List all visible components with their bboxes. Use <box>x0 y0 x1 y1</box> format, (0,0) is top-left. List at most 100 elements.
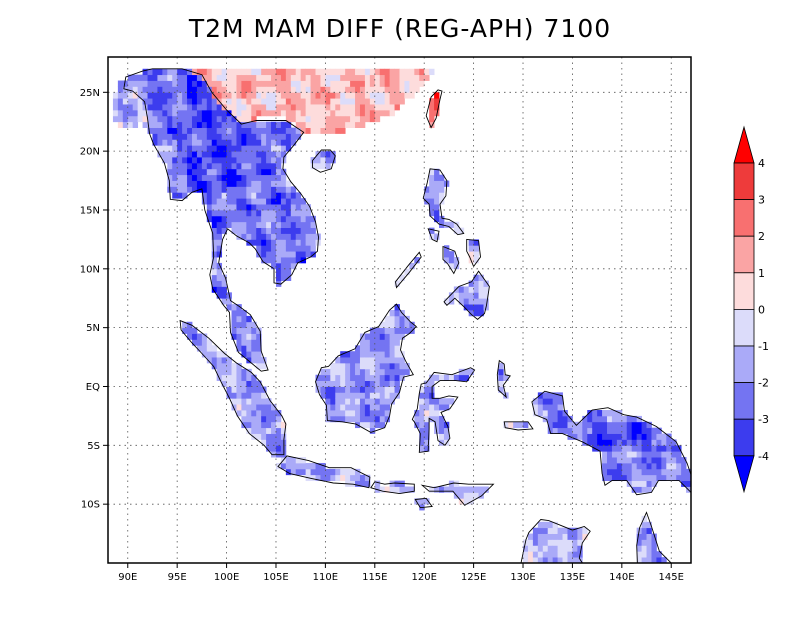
field-cell <box>340 410 346 417</box>
field-cell <box>394 304 400 311</box>
field-cell <box>305 115 311 123</box>
coastline-taiwan <box>425 89 443 129</box>
field-cell <box>345 374 351 381</box>
field-cell <box>256 86 262 93</box>
field-cell <box>325 104 331 111</box>
field-cell <box>172 92 178 99</box>
field-cell <box>315 109 321 117</box>
field-cell <box>616 457 623 464</box>
field-cell <box>355 410 361 417</box>
field-cell <box>602 457 608 464</box>
field-cell <box>206 115 213 123</box>
colorbar-label: 2 <box>758 230 765 243</box>
coastline-visayas-panay <box>442 245 460 275</box>
field-cell <box>320 68 326 76</box>
field-cell <box>616 421 623 429</box>
field-cell <box>246 127 252 134</box>
field-cell <box>216 227 223 234</box>
field-cell <box>498 380 504 387</box>
field-cell <box>280 86 287 93</box>
field-cell <box>275 74 282 81</box>
colorbar-label: -2 <box>758 377 769 390</box>
field-cell <box>211 115 218 123</box>
field-cell <box>266 186 272 193</box>
field-cell <box>572 533 578 540</box>
field-cell <box>236 92 242 99</box>
field-cell <box>384 404 391 411</box>
coastline-myanmar-indochina <box>123 68 319 372</box>
field-cell <box>132 109 139 117</box>
field-cell <box>330 74 336 81</box>
field-cell <box>256 215 262 223</box>
field-cell <box>162 127 168 134</box>
field-cell <box>187 333 193 340</box>
field-cell <box>182 80 188 87</box>
field-cell <box>335 415 341 423</box>
field-cell <box>226 127 232 134</box>
field-cell <box>271 121 277 128</box>
field-cell <box>275 227 282 234</box>
field-cell <box>602 439 608 446</box>
field-cell <box>340 392 346 399</box>
field-cell <box>429 192 435 199</box>
field-cell <box>340 374 346 381</box>
field-cell <box>567 545 573 552</box>
field-cell <box>236 74 242 81</box>
field-cell <box>468 486 475 493</box>
field-cell <box>626 451 633 458</box>
field-cell <box>280 104 287 111</box>
field-cell <box>429 233 435 240</box>
field-cell <box>231 227 237 234</box>
field-cell <box>389 398 395 405</box>
field-cell <box>547 545 554 552</box>
field-cell <box>122 109 129 117</box>
field-cell <box>172 98 178 105</box>
field-cell <box>686 474 691 482</box>
field-cell <box>572 557 578 563</box>
field-cell <box>463 498 470 505</box>
field-cell <box>532 398 539 405</box>
field-cell <box>266 410 272 417</box>
field-cell <box>384 415 391 423</box>
field-cell <box>271 427 277 434</box>
field-cell <box>651 545 657 552</box>
field-cell <box>216 145 223 152</box>
field-cell <box>434 174 440 181</box>
field-cell <box>439 215 445 223</box>
field-cell <box>577 527 583 534</box>
field-cell <box>364 351 371 358</box>
field-cell <box>330 86 336 93</box>
field-cell <box>345 410 351 417</box>
field-cell <box>122 104 129 111</box>
field-cell <box>191 68 198 76</box>
field-cell <box>429 104 435 111</box>
field-cell <box>191 98 198 105</box>
field-cell <box>424 74 430 81</box>
field-cell <box>241 392 247 399</box>
field-cell <box>399 92 405 99</box>
field-cell <box>641 433 647 440</box>
field-cell <box>557 545 563 552</box>
field-cell <box>532 527 539 534</box>
field-cell <box>285 180 292 187</box>
field-cell <box>211 168 218 176</box>
y-tick-label: 10S <box>81 500 100 511</box>
field-cell <box>557 527 563 534</box>
field-cell <box>359 104 366 111</box>
field-cell <box>266 239 272 246</box>
field-cell <box>429 68 435 76</box>
field-cell <box>266 204 272 211</box>
coastline-mindoro <box>427 228 440 243</box>
field-cell <box>246 315 252 323</box>
field-cell <box>389 333 395 340</box>
field-cell <box>191 109 198 117</box>
field-cell <box>256 245 262 252</box>
field-cell <box>256 392 262 399</box>
field-cell <box>201 333 208 340</box>
field-cell <box>547 421 554 429</box>
field-cell <box>340 86 346 93</box>
field-cell <box>266 86 272 93</box>
field-cell <box>379 327 386 334</box>
field-cell <box>394 386 400 393</box>
field-cell <box>285 215 292 223</box>
